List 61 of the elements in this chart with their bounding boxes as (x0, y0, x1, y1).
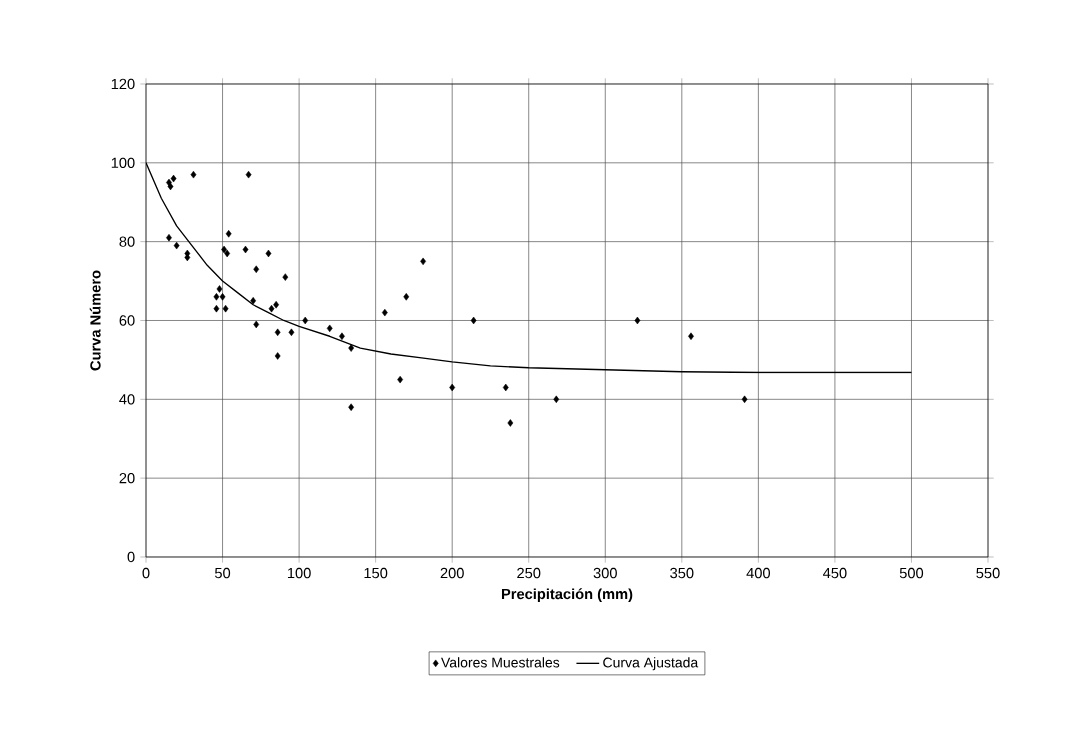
x-tick-label: 450 (823, 567, 847, 579)
x-tick-label: 550 (976, 567, 1000, 579)
point (170, 174, 177, 183)
x-tick-label: 400 (746, 567, 771, 579)
point (348, 403, 355, 411)
point (167, 182, 174, 191)
point (213, 304, 220, 313)
point (688, 332, 694, 340)
point (222, 304, 229, 313)
y-tick-label: 120 (111, 78, 135, 90)
x-axis-title: Precipitación (mm) (501, 588, 633, 603)
y-tick-label: 80 (119, 236, 135, 247)
point (634, 316, 641, 325)
y-tick-label: 100 (111, 157, 135, 169)
point (274, 352, 281, 360)
point (741, 395, 748, 404)
y-tick-label: 60 (119, 315, 135, 326)
legend-label: Valores Muestrales (441, 657, 560, 668)
point (397, 375, 404, 384)
point (265, 249, 272, 258)
point (225, 230, 232, 238)
x-tick-label: 150 (364, 567, 388, 579)
point (213, 293, 220, 301)
point (339, 332, 345, 340)
legend-label: Curva Ajustada (603, 657, 699, 671)
point (253, 320, 260, 329)
point (302, 316, 309, 325)
point (250, 297, 257, 305)
point (216, 285, 223, 293)
point (288, 328, 295, 337)
point (173, 241, 180, 250)
y-tick-label: 0 (127, 551, 135, 563)
point (253, 265, 260, 273)
point (326, 324, 333, 333)
point (403, 293, 410, 301)
point (470, 316, 477, 325)
x-tick-label: 200 (440, 567, 464, 579)
point (219, 293, 226, 301)
point (224, 249, 231, 258)
point (449, 383, 456, 392)
y-tick-label: 20 (119, 472, 135, 484)
x-tick-label: 350 (670, 567, 694, 579)
point (190, 170, 197, 179)
point (381, 308, 388, 317)
point (242, 245, 249, 254)
y-axis-title: Curva Número (89, 270, 101, 371)
point (274, 328, 281, 337)
point (282, 273, 289, 281)
point (553, 395, 560, 404)
point (507, 419, 514, 427)
point (348, 344, 355, 352)
point (268, 304, 275, 313)
x-tick-label: 50 (214, 567, 231, 579)
y-tick-label: 40 (119, 394, 135, 405)
x-tick-label: 300 (593, 567, 617, 579)
x-tick-label: 500 (899, 567, 924, 579)
x-tick-label: 0 (142, 567, 150, 579)
x-tick-label: 100 (287, 567, 311, 579)
point (502, 383, 509, 392)
x-tick-label: 250 (517, 567, 541, 579)
point (245, 170, 252, 179)
